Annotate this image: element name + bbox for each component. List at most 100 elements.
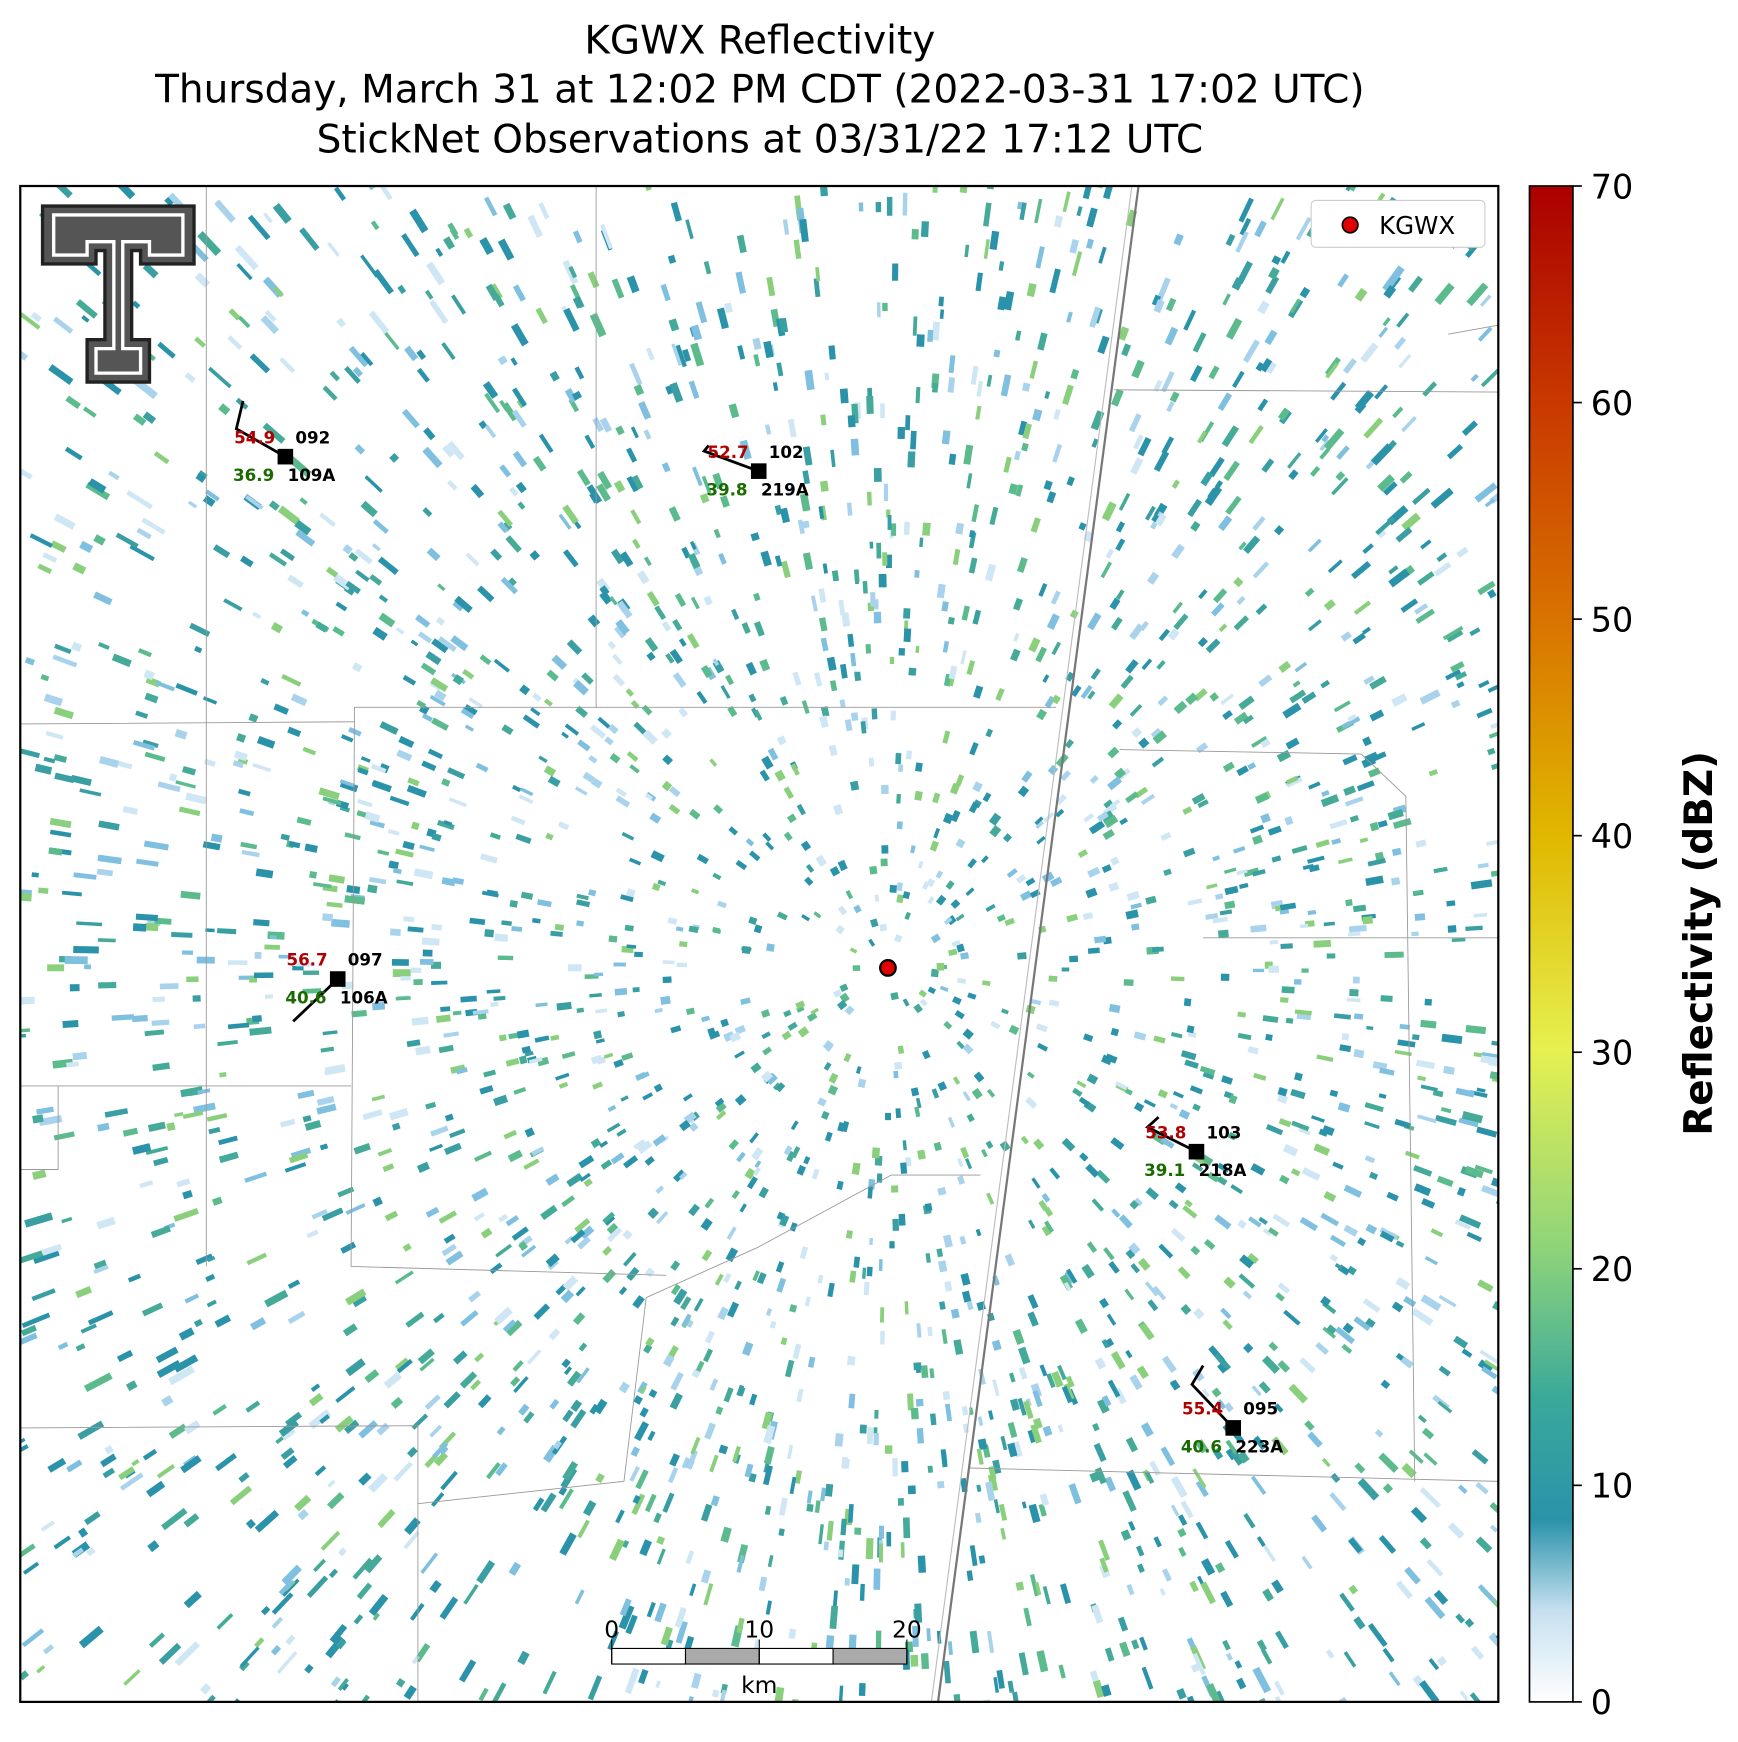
speckle	[819, 715, 829, 728]
speckle	[429, 299, 449, 325]
speckle	[1243, 1512, 1256, 1529]
speckle	[897, 1498, 904, 1506]
speckle	[1015, 1581, 1025, 1591]
speckle	[710, 1495, 720, 1507]
speckle	[1102, 828, 1115, 840]
speckle	[745, 661, 757, 676]
speckle	[1189, 1085, 1204, 1095]
speckle	[878, 573, 887, 588]
speckle	[669, 382, 684, 403]
speckle	[285, 1634, 296, 1646]
speckle	[297, 1089, 315, 1100]
speckle	[20, 827, 21, 834]
speckle	[1216, 1399, 1227, 1410]
speckle	[249, 976, 258, 983]
speckle	[708, 1030, 721, 1040]
speckle	[761, 755, 774, 770]
speckle	[1210, 602, 1225, 617]
speckle	[377, 1147, 393, 1157]
speckle	[972, 609, 982, 625]
speckle	[670, 201, 682, 222]
speckle	[592, 1081, 603, 1090]
speckle	[975, 1512, 982, 1524]
speckle	[1208, 456, 1225, 478]
speckle	[1086, 1073, 1099, 1085]
speckle	[1223, 460, 1240, 481]
speckle	[417, 1348, 435, 1365]
speckle	[1225, 317, 1243, 340]
speckle	[1384, 951, 1404, 959]
speckle	[141, 517, 166, 535]
speckle	[1051, 641, 1061, 656]
speckle	[606, 1222, 619, 1235]
speckle	[643, 556, 652, 567]
speckle	[750, 532, 760, 542]
speckle	[1433, 866, 1448, 874]
speckle	[1160, 1136, 1175, 1149]
speckle	[1320, 679, 1331, 689]
speckle	[1087, 690, 1096, 700]
speckle	[24, 657, 35, 666]
speckle	[1477, 1584, 1497, 1604]
speckle	[1354, 287, 1368, 302]
speckle	[753, 592, 761, 602]
speckle	[1307, 909, 1317, 916]
radar-site	[879, 958, 897, 977]
speckle	[744, 1463, 754, 1478]
speckle	[278, 1579, 294, 1596]
speckle	[1131, 727, 1143, 738]
speckle	[600, 224, 614, 250]
speckle	[1280, 250, 1291, 264]
speckle	[989, 825, 1002, 838]
speckle	[1340, 631, 1352, 642]
speckle	[595, 1472, 605, 1484]
speckle	[1349, 815, 1359, 823]
speckle	[913, 1362, 922, 1371]
speckle	[734, 1280, 742, 1291]
speckle	[1018, 420, 1028, 436]
speckle	[143, 840, 169, 851]
speckle	[818, 506, 825, 520]
speckle	[368, 310, 390, 335]
speckle	[947, 377, 956, 393]
speckle	[1184, 1199, 1193, 1208]
station-marker	[1188, 1143, 1205, 1160]
speckle	[915, 762, 923, 772]
speckle	[329, 370, 341, 382]
speckle	[1282, 702, 1302, 719]
speckle	[1089, 775, 1099, 784]
speckle	[573, 680, 589, 696]
speckle	[594, 972, 604, 977]
speckle	[1484, 1359, 1499, 1375]
speckle	[656, 1548, 666, 1565]
speckle	[583, 1178, 593, 1188]
speckle	[615, 787, 627, 797]
speckle	[688, 380, 700, 400]
speckle	[322, 1207, 344, 1221]
speckle	[441, 877, 456, 887]
speckle	[1368, 1171, 1379, 1180]
speckle	[32, 1114, 44, 1124]
speckle	[411, 1016, 429, 1026]
speckle	[1353, 1013, 1364, 1020]
speckle	[351, 1009, 367, 1018]
speckle	[1243, 535, 1261, 554]
speckle	[889, 884, 897, 893]
speckle	[828, 1072, 839, 1084]
speckle	[1072, 1087, 1083, 1097]
speckle	[1128, 1242, 1141, 1255]
speckle	[556, 1001, 572, 1011]
speckle	[1130, 457, 1144, 475]
speckle	[956, 943, 965, 953]
speckle	[1061, 1385, 1073, 1404]
speckle	[260, 678, 270, 686]
speckle	[1354, 1462, 1366, 1474]
speckle	[1479, 294, 1492, 307]
speckle	[590, 1138, 602, 1149]
speckle	[1363, 417, 1384, 439]
speckle	[866, 491, 872, 506]
speckle	[869, 865, 878, 875]
speckle	[907, 1393, 914, 1411]
speckle	[820, 1487, 826, 1502]
speckle	[262, 422, 286, 444]
